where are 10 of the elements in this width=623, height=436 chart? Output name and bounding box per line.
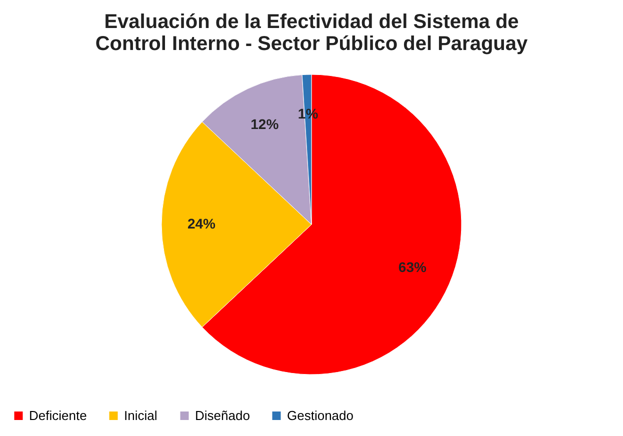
- data-label: 24%: [187, 216, 216, 232]
- text: Control Interno - Sector Público del Paraguay: [95, 33, 528, 55]
- data-label: 12%: [250, 116, 280, 132]
- legend-label: Deficiente: [29, 408, 87, 423]
- data-label: 1%: [298, 106, 319, 122]
- legend-label: Diseñado: [195, 408, 250, 423]
- legend-label: Inicial: [124, 408, 158, 423]
- data-label: 63%: [398, 259, 428, 276]
- text: Evaluación de la Efectividad del Sistema de: [104, 11, 519, 33]
- legend-label: Gestionado: [287, 408, 354, 423]
